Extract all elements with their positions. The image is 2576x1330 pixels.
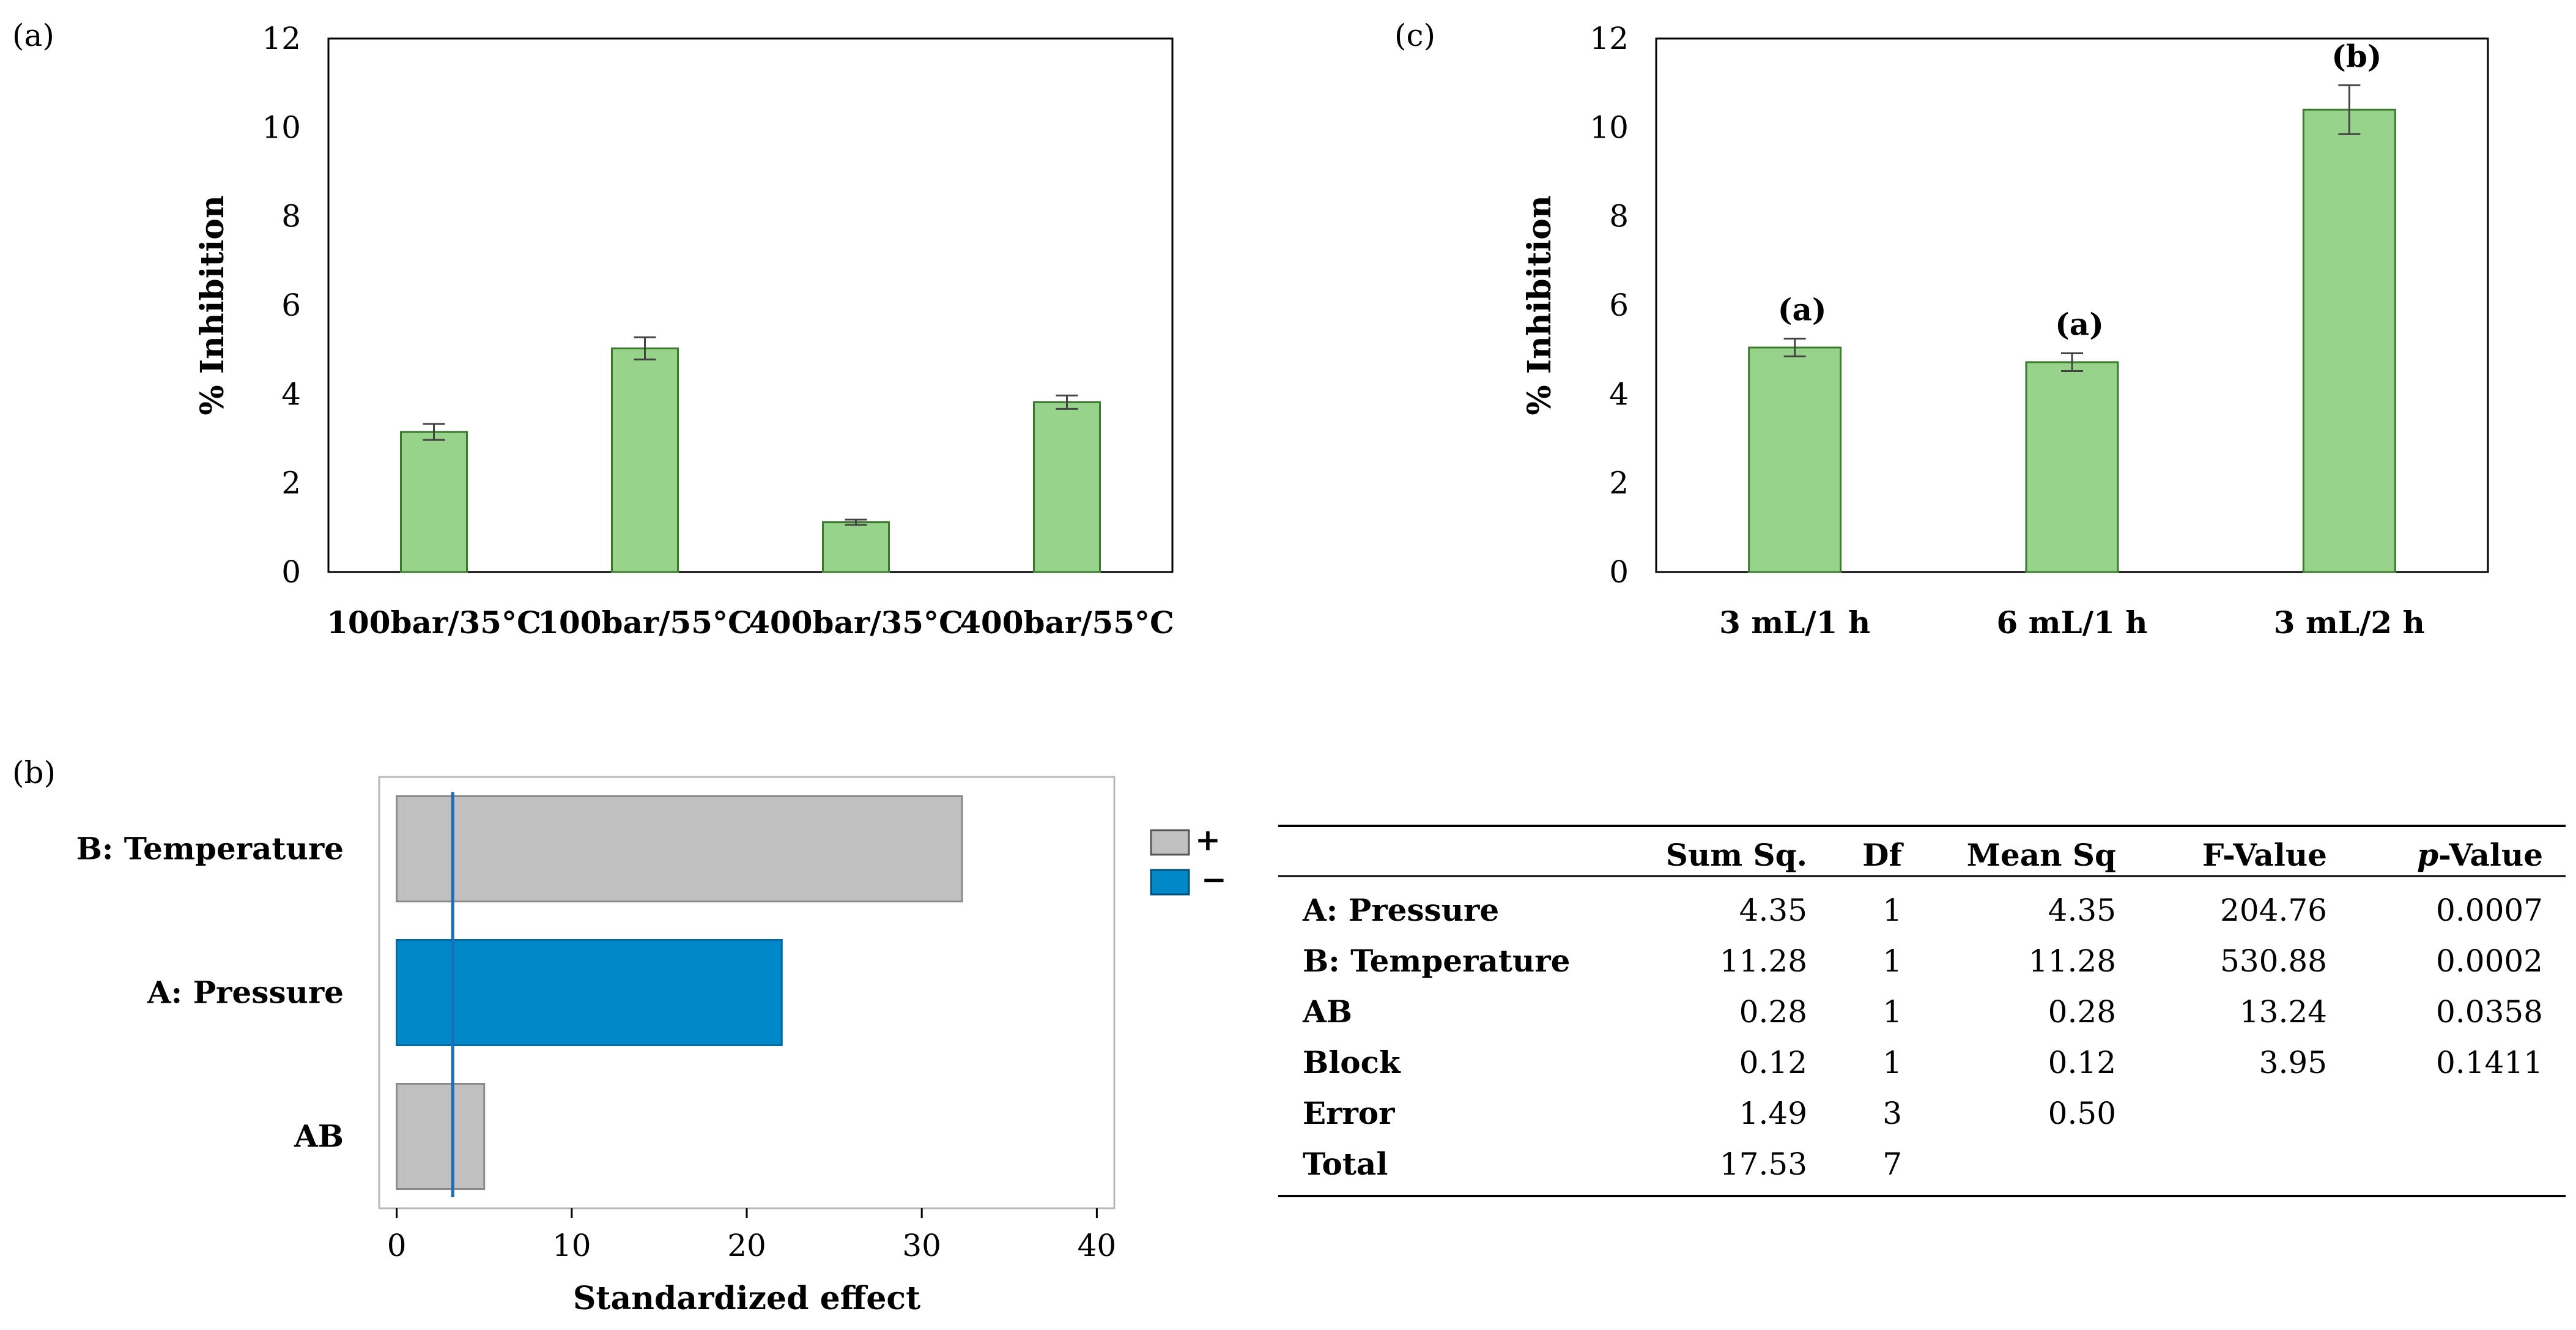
table-cell: 0.1411 (2436, 1045, 2543, 1080)
group-label: (a) (1778, 292, 1827, 328)
y-axis-title: % Inhibition (194, 195, 231, 415)
table-cell: 0.12 (1739, 1045, 1807, 1080)
table-cell: 1 (1882, 1045, 1902, 1080)
plot-frame-a (327, 37, 1174, 573)
y-tick-label: 8 (1609, 199, 1629, 234)
x-tick-label: 100bar/55°C (538, 604, 752, 641)
group-label: (a) (2055, 306, 2104, 342)
y-tick-label: 4 (281, 376, 301, 412)
effect-bar (396, 939, 783, 1046)
panel-label-b: (b) (12, 755, 56, 790)
table-cell: 11.28 (2029, 943, 2116, 979)
legend-swatch-plus (1150, 829, 1190, 856)
effect-label: AB (294, 1118, 344, 1154)
table-cell: 0.28 (1739, 994, 1807, 1030)
effect-bar (396, 1083, 486, 1190)
table-cell: 0.12 (2048, 1045, 2116, 1080)
x-tick-label: 20 (727, 1228, 766, 1263)
x-tick-label: 400bar/35°C (749, 604, 963, 641)
y-tick-label: 8 (281, 199, 301, 234)
table-row-label: B: Temperature (1303, 943, 1570, 979)
p-italic: p (2417, 837, 2438, 873)
x-tick-label: 30 (902, 1228, 941, 1263)
bar-a (611, 347, 679, 573)
x-tick-label: 3 mL/2 h (2274, 604, 2425, 641)
bar-a (1033, 401, 1101, 573)
table-cell: 4.35 (2048, 893, 2116, 928)
table-row-label: Error (1303, 1095, 1395, 1131)
y-tick-label: 6 (281, 288, 301, 323)
table-cell: 11.28 (1720, 943, 1807, 979)
table-cell: 7 (1882, 1146, 1902, 1182)
x-axis-title: Standardized effect (573, 1280, 920, 1317)
y-axis-title: % Inhibition (1521, 195, 1558, 415)
panel-label-a: (a) (12, 18, 54, 53)
effect-label: A: Pressure (147, 975, 344, 1011)
bar-c (2302, 108, 2396, 573)
table-cell: 3.95 (2259, 1045, 2327, 1080)
y-tick-label: 0 (1609, 554, 1629, 590)
y-tick-label: 4 (1609, 376, 1629, 412)
x-tick-label: 3 mL/1 h (1719, 604, 1870, 641)
x-tick-label: 0 (387, 1228, 407, 1263)
table-row-label: Total (1303, 1146, 1388, 1182)
legend-label-plus: + (1195, 822, 1221, 858)
y-tick-label: 2 (1609, 466, 1629, 501)
x-tick-label: 400bar/55°C (960, 604, 1174, 641)
effect-bar (396, 795, 963, 902)
table-row-label: A: Pressure (1302, 892, 1499, 928)
table-cell: 3 (1882, 1096, 1902, 1131)
bar-a (400, 431, 468, 573)
table-cell: 530.88 (2220, 943, 2327, 979)
table-cell: 204.76 (2220, 893, 2327, 928)
group-label: (b) (2331, 38, 2382, 74)
y-tick-label: 10 (1590, 110, 1629, 145)
p-suffix: -Value (2438, 837, 2543, 873)
y-tick-label: 10 (262, 110, 301, 145)
x-tick-label: 40 (1078, 1228, 1117, 1263)
table-cell: 0.0007 (2436, 893, 2543, 928)
table-header: F-Value (2202, 837, 2327, 873)
bar-c (1748, 346, 1842, 573)
table-row-label: AB (1302, 994, 1352, 1030)
table-header: Df (1862, 837, 1904, 873)
table-cell: 1.49 (1739, 1096, 1807, 1131)
panel-label-c: (c) (1394, 18, 1435, 53)
x-tick-label: 10 (552, 1228, 591, 1263)
table-cell: 0.50 (2048, 1096, 2116, 1131)
bar-c (2025, 361, 2119, 573)
x-tick-label: 6 mL/1 h (1996, 604, 2147, 641)
table-cell: 13.24 (2240, 994, 2327, 1030)
y-tick-label: 12 (262, 21, 301, 56)
table-cell: 1 (1882, 943, 1902, 979)
effect-label: B: Temperature (76, 831, 344, 867)
table-row-label: Block (1303, 1044, 1401, 1080)
table-header: Sum Sq. (1666, 837, 1807, 873)
y-tick-label: 2 (281, 466, 301, 501)
table-cell: 0.0358 (2436, 994, 2543, 1030)
legend-swatch-minus (1150, 869, 1190, 896)
table-cell: 17.53 (1720, 1146, 1807, 1182)
table-cell: 1 (1882, 893, 1902, 928)
table-header: Mean Sq (1967, 837, 2116, 873)
table-cell: 0.0002 (2436, 943, 2543, 979)
table-header-p-value: p-Value (2417, 837, 2543, 873)
bar-a (822, 521, 890, 573)
y-tick-label: 12 (1590, 21, 1629, 56)
table-cell: 4.35 (1739, 893, 1807, 928)
table-cell: 0.28 (2048, 994, 2116, 1030)
x-tick-label: 100bar/35°C (327, 604, 541, 641)
y-tick-label: 6 (1609, 288, 1629, 323)
table-cell: 1 (1882, 994, 1902, 1030)
legend-label-minus: − (1201, 861, 1227, 897)
y-tick-label: 0 (281, 554, 301, 590)
